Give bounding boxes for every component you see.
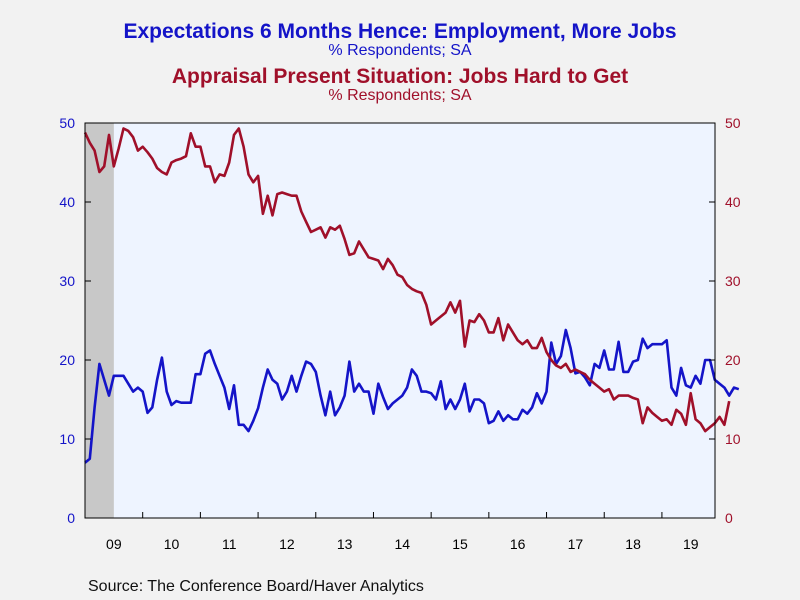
y-left-tick-label: 0 bbox=[67, 510, 75, 526]
chart-title-2: Appraisal Present Situation: Jobs Hard t… bbox=[171, 65, 629, 88]
y-right-tick-label: 10 bbox=[725, 431, 741, 447]
chart-subtitle: % Respondents; SA bbox=[328, 42, 472, 59]
y-right-tick-label: 30 bbox=[725, 273, 741, 289]
x-tick-label: 19 bbox=[683, 536, 699, 552]
x-tick-label: 10 bbox=[164, 536, 180, 552]
y-left-tick-label: 40 bbox=[59, 194, 75, 210]
x-tick-label: 18 bbox=[625, 536, 641, 552]
x-tick-label: 14 bbox=[395, 536, 411, 552]
x-tick-label: 16 bbox=[510, 536, 526, 552]
series-line-2 bbox=[83, 127, 731, 433]
y-left-tick-label: 10 bbox=[59, 431, 75, 447]
y-right-tick-label: 40 bbox=[725, 194, 741, 210]
plot-area bbox=[85, 123, 715, 518]
y-left-tick-label: 30 bbox=[59, 273, 75, 289]
y-right-tick-label: 20 bbox=[725, 352, 741, 368]
x-tick-label: 11 bbox=[222, 536, 237, 552]
x-tick-label: 17 bbox=[568, 536, 584, 552]
plot-frame bbox=[84, 122, 716, 519]
y-left-tick-label: 50 bbox=[59, 115, 75, 131]
chart-title: Expectations 6 Months Hence: Employment,… bbox=[123, 20, 677, 43]
series-line-1 bbox=[84, 328, 740, 464]
x-tick-label: 09 bbox=[106, 536, 122, 552]
source-note: Source: The Conference Board/Haver Analy… bbox=[88, 578, 424, 595]
x-tick-label: 12 bbox=[279, 536, 295, 552]
x-tick-label: 15 bbox=[452, 536, 468, 552]
x-tick-label: 13 bbox=[337, 536, 353, 552]
chart-subtitle-2: % Respondents; SA bbox=[328, 87, 472, 104]
y-right-tick-label: 50 bbox=[725, 115, 741, 131]
y-right-tick-label: 0 bbox=[725, 510, 733, 526]
y-left-tick-label: 20 bbox=[59, 352, 75, 368]
